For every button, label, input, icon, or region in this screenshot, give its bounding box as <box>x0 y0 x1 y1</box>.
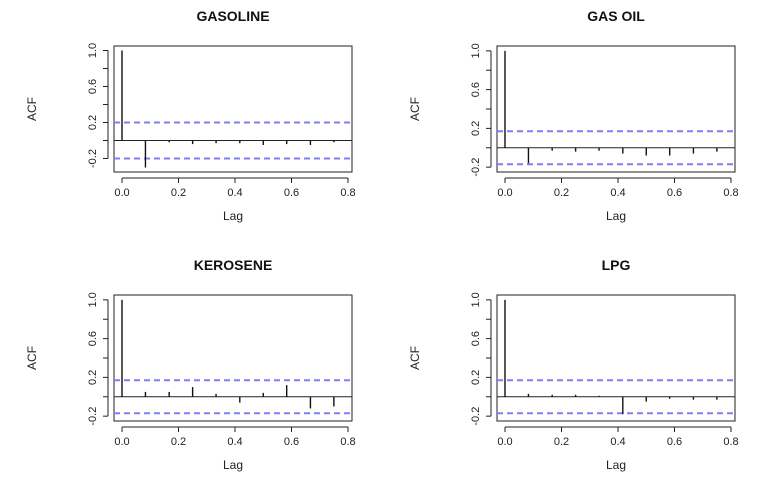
x-tick-label: 0.8 <box>723 187 738 199</box>
acf-panel-gas-oil: GAS OIL 0.0 0.2 0.4 0.6 0.8 Lag -0.2 0.2 0.6 1.0 AC… <box>383 0 766 249</box>
y-tick-label: 0.6 <box>87 79 99 94</box>
acf-chart-gas-oil: GAS OIL 0.0 0.2 0.4 0.6 0.8 Lag -0.2 0.2 0.6 1.0 AC… <box>408 8 739 223</box>
plot-frame <box>496 45 736 173</box>
x-tick-label: 0.2 <box>554 187 569 199</box>
x-tick-label: 0.8 <box>723 436 738 448</box>
y-tick-label: 0.6 <box>470 331 482 346</box>
x-tick-label: 0.6 <box>667 436 682 448</box>
plot-frame <box>496 294 736 422</box>
x-tick-label: 0.0 <box>114 436 129 448</box>
chart-title: GASOLINE <box>196 8 269 24</box>
x-tick-label: 0.6 <box>667 187 682 199</box>
acf-panel-lpg: LPG 0.0 0.2 0.4 0.6 0.8 Lag -0.2 0.2 0.6 1.0 ACF <box>383 249 766 498</box>
y-tick-label: -0.2 <box>470 158 482 177</box>
y-tick-label: 0.6 <box>87 331 99 346</box>
acf-chart-kerosene: KEROSENE 0.0 0.2 0.4 0.6 0.8 Lag -0.2 0.2 0.6 1.0 A… <box>25 257 356 472</box>
chart-title: KEROSENE <box>194 257 273 273</box>
y-axis-label: ACF <box>408 346 422 370</box>
x-tick-label: 0.0 <box>497 436 512 448</box>
y-tick-label: 1.0 <box>87 292 99 307</box>
y-axis-label: ACF <box>408 97 422 121</box>
x-tick-label: 0.4 <box>227 187 242 199</box>
chart-title: LPG <box>602 257 631 273</box>
plot-frame <box>113 294 353 422</box>
x-tick-label: 0.6 <box>284 436 299 448</box>
y-tick-label: 0.2 <box>87 370 99 385</box>
y-axis-label: ACF <box>25 97 39 121</box>
x-tick-label: 0.6 <box>284 187 299 199</box>
x-tick-label: 0.0 <box>497 187 512 199</box>
x-tick-label: 0.4 <box>610 187 625 199</box>
plot-frame <box>113 45 353 173</box>
y-tick-label: 0.2 <box>470 121 482 136</box>
y-tick-label: -0.2 <box>87 149 99 168</box>
y-tick-label: -0.2 <box>87 407 99 426</box>
x-tick-label: 0.8 <box>340 436 355 448</box>
acf-chart-lpg: LPG 0.0 0.2 0.4 0.6 0.8 Lag -0.2 0.2 0.6 1.0 ACF <box>408 257 739 472</box>
y-tick-label: -0.2 <box>470 407 482 426</box>
x-tick-label: 0.2 <box>171 436 186 448</box>
y-tick-label: 1.0 <box>470 43 482 58</box>
y-tick-label: 0.6 <box>470 82 482 97</box>
y-tick-label: 1.0 <box>87 43 99 58</box>
x-tick-label: 0.4 <box>227 436 242 448</box>
x-axis-label: Lag <box>223 209 243 223</box>
chart-title: GAS OIL <box>587 8 645 24</box>
acf-panel-gasoline: GASOLINE 0.0 0.2 0.4 0.6 0.8 Lag -0.2 0.2 0.6 1.0 A… <box>0 0 383 249</box>
x-axis-label: Lag <box>606 209 626 223</box>
x-tick-label: 0.4 <box>610 436 625 448</box>
y-axis-label: ACF <box>25 346 39 370</box>
x-axis-label: Lag <box>223 458 243 472</box>
acf-panel-kerosene: KEROSENE 0.0 0.2 0.4 0.6 0.8 Lag -0.2 0.2 0.6 1.0 A… <box>0 249 383 498</box>
y-tick-label: 1.0 <box>470 292 482 307</box>
x-tick-label: 0.0 <box>114 187 129 199</box>
x-axis-label: Lag <box>606 458 626 472</box>
x-tick-label: 0.8 <box>340 187 355 199</box>
x-tick-label: 0.2 <box>554 436 569 448</box>
y-tick-label: 0.2 <box>87 115 99 130</box>
x-tick-label: 0.2 <box>171 187 186 199</box>
acf-chart-gasoline: GASOLINE 0.0 0.2 0.4 0.6 0.8 Lag -0.2 0.2 0.6 1.0 A… <box>25 8 356 223</box>
y-tick-label: 0.2 <box>470 370 482 385</box>
